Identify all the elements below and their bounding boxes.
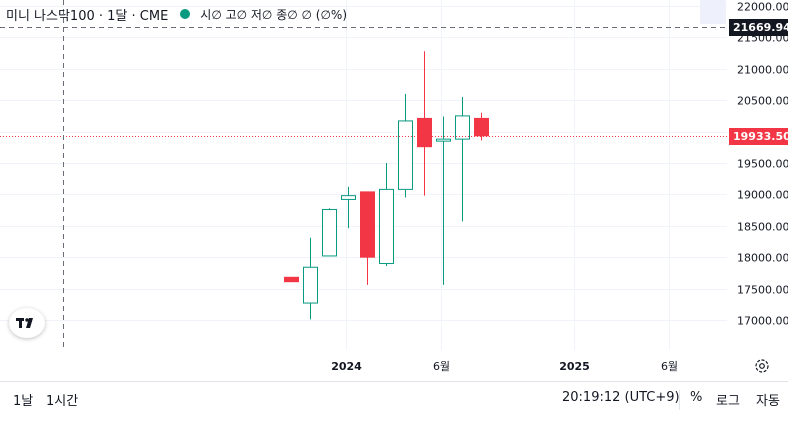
candle-body: [360, 191, 375, 258]
crosshair-price-tag: 21669.94: [729, 19, 788, 36]
x-tick-label: 6월: [433, 360, 450, 373]
range-1h-button[interactable]: 1시간: [46, 394, 79, 409]
auto-toggle[interactable]: 자동: [756, 394, 780, 409]
candle[interactable]: [436, 116, 451, 285]
candle[interactable]: [322, 208, 337, 257]
percent-toggle[interactable]: %: [690, 390, 703, 405]
clock-timezone[interactable]: 20:19:12 (UTC+9): [562, 390, 680, 405]
candle[interactable]: [303, 237, 318, 320]
candle-body: [474, 117, 489, 137]
y-tick-label: 20500.00: [737, 95, 788, 108]
candles: [284, 51, 489, 320]
market-status-dot: [180, 9, 191, 19]
range-1d-button[interactable]: 1날: [13, 394, 34, 409]
y-tick-label: 21000.00: [737, 64, 788, 77]
hover-highlight: [700, 0, 726, 24]
candle-body: [455, 115, 470, 140]
x-tick-label: 2025: [559, 360, 590, 373]
last-price-tag: 19933.50: [729, 128, 788, 145]
candle[interactable]: [474, 112, 489, 141]
candle-body: [322, 208, 337, 257]
candle[interactable]: [341, 186, 356, 229]
ohlc-values: 시∅ 고∅ 저∅ 종∅ ∅ (∅%): [200, 7, 347, 22]
x-tick-label: 6월: [661, 360, 678, 373]
candle[interactable]: [284, 276, 299, 283]
log-toggle[interactable]: 로그: [716, 394, 740, 409]
price-axis: 17000.00 17500.00 18000.00 18500.00 19000.00…: [737, 1, 788, 328]
chart-area[interactable]: 17000.00 17500.00 18000.00 18500.00 19000.00…: [0, 0, 788, 380]
candlestick-chart[interactable]: 17000.00 17500.00 18000.00 18500.00 19000.00…: [0, 0, 788, 380]
x-tick-label: 2024: [331, 360, 362, 373]
candle-body: [436, 138, 451, 142]
gear-icon[interactable]: [752, 356, 772, 376]
bottom-toolbar: 1날 1시간 20:19:12 (UTC+9) % 로그 자동: [0, 381, 788, 427]
y-tick-label: 19500.00: [737, 158, 788, 171]
y-tick-label: 17000.00: [737, 315, 788, 328]
candle-body: [398, 120, 413, 190]
y-tick-label: 17500.00: [737, 284, 788, 297]
chart-legend: 미니 나스닥100 · 1달 · CME 시∅ 고∅ 저∅ 종∅ ∅ (∅%): [6, 5, 347, 24]
candle[interactable]: [360, 191, 375, 285]
candle[interactable]: [379, 163, 394, 266]
candle-body: [341, 195, 356, 200]
y-tick-label: 22000.00: [737, 1, 788, 14]
candle[interactable]: [417, 51, 432, 196]
tradingview-logo-icon[interactable]: [9, 308, 45, 338]
symbol-title[interactable]: 미니 나스닥100 · 1달 · CME: [6, 8, 169, 24]
y-tick-label: 19000.00: [737, 189, 788, 202]
y-tick-label: 18500.00: [737, 221, 788, 234]
divider: [679, 390, 680, 410]
y-tick-label: 18000.00: [737, 252, 788, 265]
candle[interactable]: [455, 97, 470, 222]
candle-body: [284, 276, 299, 283]
candle-body: [379, 188, 394, 264]
candle-body: [417, 117, 432, 148]
candle[interactable]: [398, 93, 413, 198]
overlay: [0, 0, 727, 350]
grid: [0, 0, 727, 350]
candle-body: [303, 266, 318, 304]
time-axis: 2024 6월 2025 6월: [331, 360, 678, 373]
